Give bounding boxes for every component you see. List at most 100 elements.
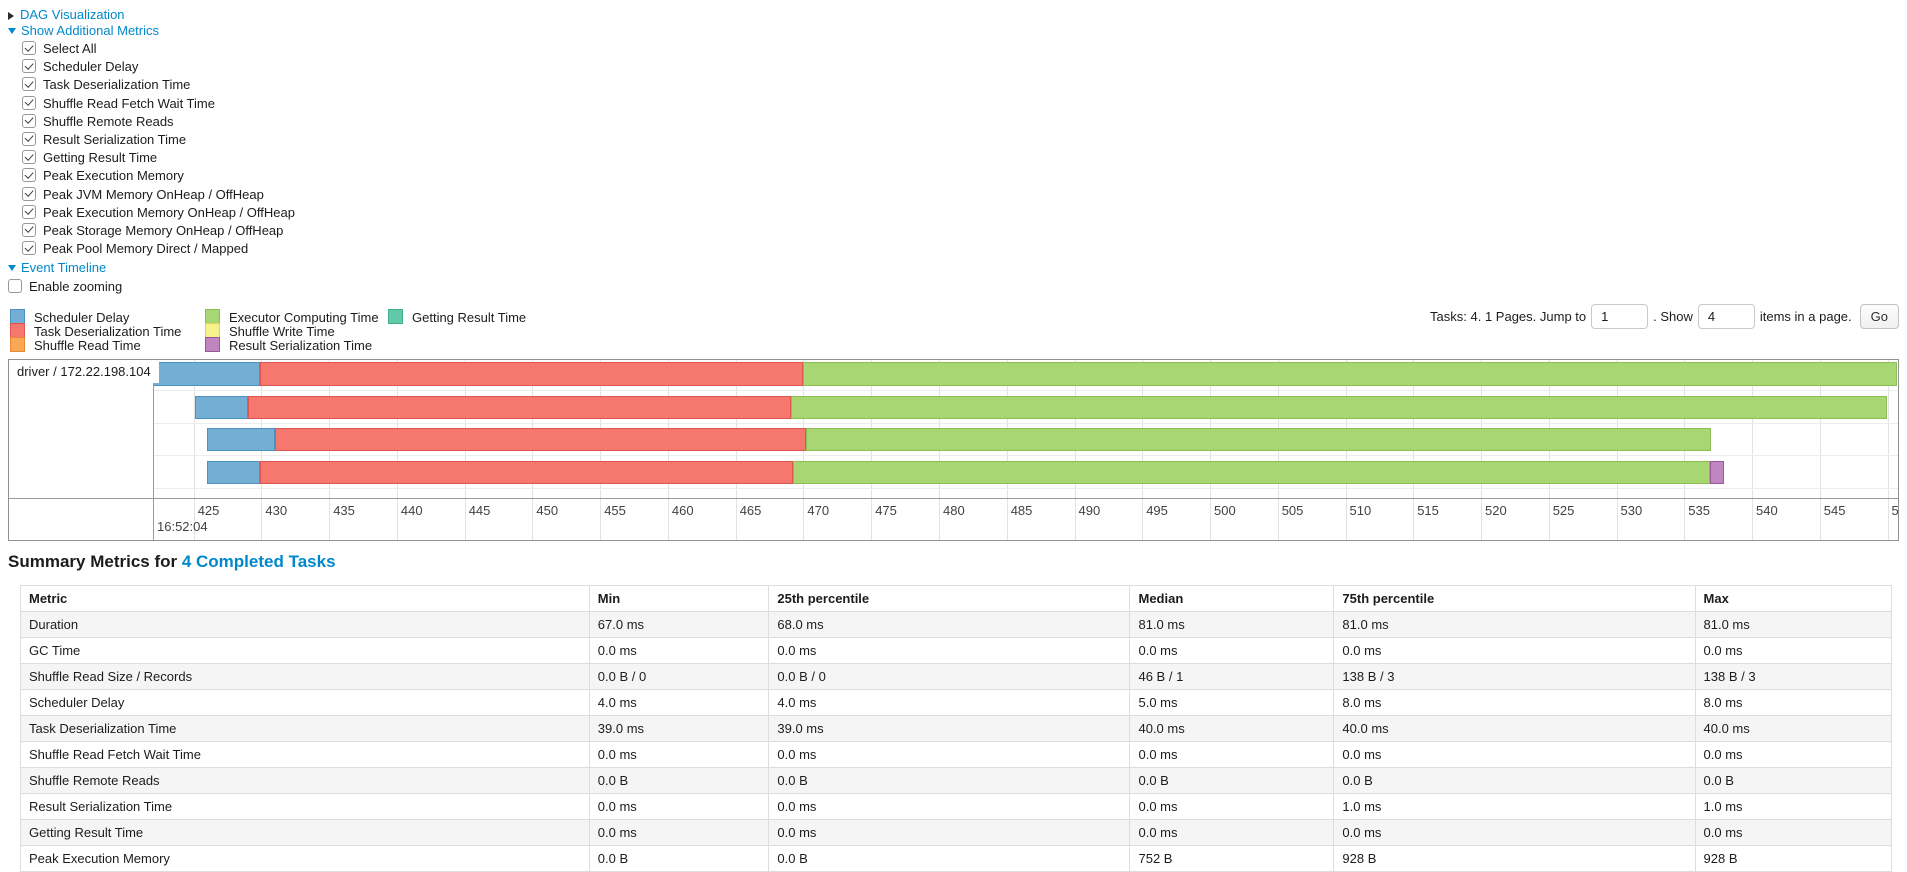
legend-item: Getting Result Time — [388, 309, 526, 325]
summary-column-header: 25th percentile — [768, 585, 1131, 613]
section-dag-visualization[interactable]: DAG Visualization — [8, 7, 1899, 22]
summary-column-header: Median — [1129, 585, 1335, 613]
timeline-tick-label: 430 — [265, 503, 288, 519]
event-timeline-link[interactable]: Event Timeline — [21, 260, 107, 276]
metric-checkbox-label: Peak JVM Memory OnHeap / OffHeap — [43, 186, 264, 202]
legend-swatch-getting-result-icon — [388, 309, 403, 325]
checkbox-icon[interactable] — [22, 204, 36, 219]
metric-value-cell: 40.0 ms — [1333, 715, 1696, 743]
checkbox-icon[interactable] — [22, 113, 36, 128]
legend-column: Scheduler Delay Task Deserialization Time… — [10, 309, 181, 352]
legend-swatch-task-deserialization-icon — [10, 323, 25, 339]
summary-table-row: Result Serialization Time 0.0 ms 0.0 ms 0.0… — [20, 793, 1893, 821]
task-bar-segment-executor-computing[interactable] — [803, 362, 1897, 387]
metric-value-cell: 4.0 ms — [768, 689, 1131, 717]
metric-checkbox-row[interactable]: Result Serialization Time — [22, 131, 1899, 149]
timeline-legend-band: Scheduler Delay Task Deserialization Time… — [8, 304, 1899, 353]
section-show-additional-metrics[interactable]: Show Additional Metrics — [8, 23, 1899, 38]
timeline-gridline — [1819, 360, 1821, 541]
metric-value-cell: 81.0 ms — [1694, 611, 1893, 639]
summary-metrics-heading: Summary Metrics for 4 Completed Tasks — [8, 552, 1899, 572]
task-bar-segment-executor-computing[interactable] — [792, 461, 1710, 485]
legend-label: Executor Computing Time — [229, 310, 379, 326]
timeline-tick-label: 445 — [468, 503, 491, 519]
legend-item: Scheduler Delay — [10, 309, 181, 326]
additional-metrics-checkbox-list: Select All Scheduler Delay Task Deserializ… — [22, 40, 1899, 258]
timeline-tick-label: 465 — [739, 503, 762, 519]
show-additional-metrics-link[interactable]: Show Additional Metrics — [21, 23, 160, 38]
legend-column: Getting Result Time — [388, 309, 526, 325]
timeline-tick-label: 490 — [1078, 503, 1101, 519]
items-per-page-input[interactable] — [1697, 304, 1755, 330]
metric-checkbox-row[interactable]: Peak Execution Memory OnHeap / OffHeap — [22, 204, 1899, 222]
task-bar-segment-scheduler-delay[interactable] — [195, 395, 248, 419]
metric-checkbox-row[interactable]: Peak Execution Memory — [22, 167, 1899, 185]
task-bar-segment-result-serialization[interactable] — [1710, 461, 1724, 485]
metric-checkbox-row[interactable]: Task Deserialization Time — [22, 76, 1899, 94]
checkbox-icon[interactable] — [22, 77, 36, 92]
checkbox-icon[interactable] — [22, 186, 36, 201]
checkbox-icon[interactable] — [22, 41, 36, 55]
task-bar-segment-scheduler-delay[interactable] — [207, 461, 260, 485]
metric-value-cell: 0.0 B — [1129, 767, 1335, 795]
metric-checkbox-label: Peak Execution Memory — [43, 168, 184, 184]
task-bar-segment-executor-computing[interactable] — [806, 428, 1712, 452]
checkbox-icon[interactable] — [22, 131, 36, 146]
timeline-gridline — [1887, 360, 1889, 541]
event-timeline-chart: driver / 172.22.198.104 425 430 435 440 445 4… — [8, 359, 1899, 542]
metric-value-cell: 0.0 ms — [1694, 819, 1893, 847]
checkbox-icon[interactable] — [22, 59, 36, 74]
collapsed-arrow-icon — [8, 12, 14, 20]
task-bar-segment-task-deserialization[interactable] — [260, 461, 793, 485]
legend-item: Task Deserialization Time — [10, 323, 181, 339]
metric-value-cell: 0.0 ms — [1694, 741, 1893, 769]
legend-label: Scheduler Delay — [34, 310, 130, 326]
metric-checkbox-row[interactable]: Getting Result Time — [22, 149, 1899, 167]
pager-summary: Tasks: 4. 1 Pages. Jump to — [1430, 309, 1587, 325]
legend-label: Shuffle Write Time — [229, 324, 335, 340]
metric-checkbox-row[interactable]: Shuffle Remote Reads — [22, 113, 1899, 131]
metric-name-cell: Shuffle Remote Reads — [20, 767, 590, 795]
task-bar-segment-task-deserialization[interactable] — [275, 428, 807, 452]
metric-name-cell: Task Deserialization Time — [20, 715, 590, 743]
task-bar-segment-scheduler-delay[interactable] — [153, 362, 261, 387]
metric-value-cell: 928 B — [1694, 845, 1893, 872]
go-button[interactable]: Go — [1859, 304, 1899, 330]
section-event-timeline[interactable]: Event Timeline — [8, 260, 1899, 275]
checkbox-icon[interactable] — [22, 95, 36, 110]
checkbox-icon[interactable] — [22, 150, 36, 165]
enable-zooming-row[interactable]: Enable zooming — [8, 278, 1899, 296]
metric-value-cell: 928 B — [1333, 845, 1696, 872]
metric-checkbox-label: Scheduler Delay — [43, 59, 139, 75]
metric-checkbox-label: Task Deserialization Time — [43, 77, 191, 93]
metric-checkbox-row[interactable]: Peak Storage Memory OnHeap / OffHeap — [22, 222, 1899, 240]
timeline-row-separator — [153, 422, 1898, 424]
timeline-tick-label: 455 — [604, 503, 626, 519]
metric-value-cell: 0.0 ms — [768, 793, 1131, 821]
metric-checkbox-row[interactable]: Scheduler Delay — [22, 58, 1899, 76]
checkbox-icon[interactable] — [22, 222, 36, 237]
metric-checkbox-row[interactable]: Shuffle Read Fetch Wait Time — [22, 95, 1899, 113]
summary-table-row: Shuffle Read Fetch Wait Time 0.0 ms 0.0 ms… — [20, 741, 1893, 769]
task-bar-segment-task-deserialization[interactable] — [247, 395, 792, 419]
metric-checkbox-row[interactable]: Peak Pool Memory Direct / Mapped — [22, 240, 1899, 258]
task-bar-segment-scheduler-delay[interactable] — [207, 428, 275, 452]
metric-value-cell: 39.0 ms — [588, 715, 770, 743]
task-bar-segment-executor-computing[interactable] — [791, 395, 1888, 419]
completed-tasks-link[interactable]: 4 Completed Tasks — [181, 552, 336, 572]
metric-checkbox-row[interactable]: Peak JVM Memory OnHeap / OffHeap — [22, 186, 1899, 204]
metric-checkbox-row[interactable]: Select All — [22, 40, 1899, 58]
task-bar-segment-task-deserialization[interactable] — [260, 362, 804, 387]
metric-value-cell: 67.0 ms — [588, 611, 770, 639]
jump-to-page-input[interactable] — [1591, 304, 1649, 330]
enable-zooming-checkbox[interactable] — [8, 279, 22, 294]
dag-visualization-link[interactable]: DAG Visualization — [20, 7, 125, 22]
metric-value-cell: 0.0 B — [768, 845, 1131, 872]
checkbox-icon[interactable] — [22, 241, 36, 256]
enable-zooming-label: Enable zooming — [29, 279, 123, 295]
metric-value-cell: 0.0 B — [588, 845, 770, 872]
metric-value-cell: 0.0 ms — [588, 741, 770, 769]
checkbox-icon[interactable] — [22, 168, 36, 183]
metric-value-cell: 40.0 ms — [1694, 715, 1893, 743]
